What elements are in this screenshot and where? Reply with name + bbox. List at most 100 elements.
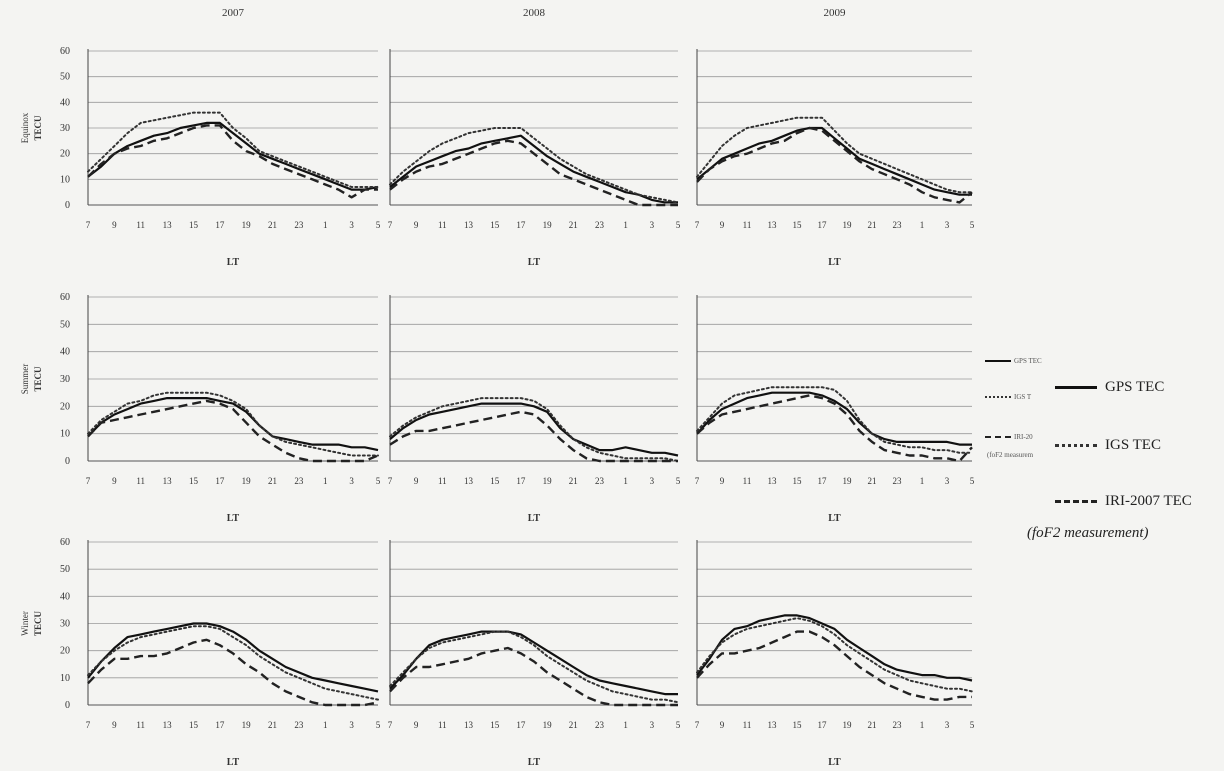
x-tick-label: 11	[136, 476, 145, 486]
row-label-winter: Winter TECU	[20, 611, 43, 637]
x-tick-label: 15	[490, 220, 500, 230]
x-tick-label: 21	[868, 220, 877, 230]
y-tick-label: 10	[60, 174, 70, 185]
x-tick-label: 17	[516, 220, 526, 230]
x-tick-label: 23	[294, 476, 304, 486]
series-line-iri-2007-tec	[389, 646, 678, 707]
x-tick-label: 11	[438, 720, 447, 730]
legend-small: GPS TEC IGS T IRI-20 (foF2 measurem	[985, 355, 1047, 485]
series-line-gps-tec	[87, 397, 379, 452]
legend-small-gps-label: GPS TEC	[1014, 357, 1042, 365]
x-tick-label: 23	[595, 476, 605, 486]
panel-equinox-2008: 7 9 11 13 15 17 19 21 23 1 3 5LT	[388, 49, 681, 268]
y-tick-label: 20	[60, 401, 70, 412]
series-line-igs-tec	[87, 111, 379, 188]
y-tick-label: 60	[60, 537, 70, 548]
series-line-igs-tec	[696, 386, 973, 454]
legend-igs-label: IGS TEC	[1105, 437, 1161, 453]
legend-big: GPS TEC IGS TEC IRI-2007 TEC (foF2 measu…	[1027, 375, 1224, 555]
year-titles: 2007 2008 2009	[222, 7, 846, 19]
y-tick-label: 50	[60, 319, 70, 330]
x-tick-label: 7	[695, 220, 700, 230]
series-line-iri-2007-tec	[87, 638, 379, 707]
x-tick-label: 13	[768, 220, 778, 230]
series-line-igs-tec	[389, 397, 679, 462]
x-tick-label: 5	[376, 720, 381, 730]
y-tick-label: 30	[60, 619, 70, 630]
y-tick-label: 60	[60, 46, 70, 57]
x-tick-label: 21	[268, 720, 277, 730]
x-tick-label: 7	[86, 476, 91, 486]
x-tick-label: 21	[268, 220, 277, 230]
x-axis-label: LT	[227, 513, 240, 524]
x-axis-label: LT	[528, 757, 541, 768]
legend-igs-swatch	[1055, 444, 1097, 447]
x-tick-label: 7	[695, 476, 700, 486]
x-tick-label: 5	[376, 476, 381, 486]
legend-small-igs-swatch	[985, 396, 1011, 398]
series-line-iri-2007-tec	[87, 124, 378, 199]
x-axis-label: LT	[227, 257, 240, 268]
legend-gps-swatch	[1055, 386, 1097, 389]
x-tick-label: 13	[464, 220, 474, 230]
x-axis-label: LT	[528, 513, 541, 524]
x-tick-label: 3	[650, 220, 655, 230]
x-tick-label: 21	[268, 476, 277, 486]
y-axis-label: TECU	[33, 366, 43, 392]
x-axis-label: LT	[227, 757, 240, 768]
x-tick-label: 15	[490, 720, 500, 730]
y-tick-label: 0	[65, 456, 70, 467]
x-tick-label: 3	[349, 476, 354, 486]
legend-iri-swatch	[1055, 500, 1097, 503]
x-tick-label: 13	[163, 220, 173, 230]
x-tick-label: 19	[242, 476, 252, 486]
legend-gps-label: GPS TEC	[1105, 379, 1165, 395]
series-line-igs-tec	[389, 127, 679, 204]
y-axis-label: TECU	[33, 115, 43, 141]
y-tick-label: 50	[60, 72, 70, 83]
x-tick-label: 21	[569, 220, 578, 230]
y-tick-label: 10	[60, 429, 70, 440]
x-tick-label: 15	[490, 476, 500, 486]
legend-small-igs-label: IGS T	[1014, 393, 1032, 401]
legend-small-item-iri: IRI-20	[985, 433, 1033, 441]
series-line-gps-tec	[389, 134, 678, 204]
panel-winter-2008: 7 9 11 13 15 17 19 21 23 1 3 5LT	[388, 540, 681, 768]
x-axis-label: LT	[828, 513, 841, 524]
x-axis-label: LT	[828, 257, 841, 268]
x-tick-label: 13	[464, 476, 474, 486]
x-tick-label: 7	[86, 720, 91, 730]
series-line-igs-tec	[696, 116, 973, 194]
season-label: Summer	[20, 364, 30, 395]
x-tick-label: 17	[516, 720, 526, 730]
x-tick-label: 23	[595, 720, 605, 730]
x-tick-label: 11	[743, 220, 752, 230]
x-tick-label: 1	[623, 220, 628, 230]
series-line-iri-2007-tec	[87, 399, 379, 463]
series-line-iri-2007-tec	[389, 410, 678, 463]
x-tick-label: 21	[569, 720, 578, 730]
year-title-2007: 2007	[222, 7, 245, 19]
x-tick-label: 1	[623, 720, 628, 730]
x-tick-label: 15	[793, 476, 803, 486]
x-tick-label: 3	[945, 720, 950, 730]
x-tick-label: 1	[323, 476, 328, 486]
x-tick-label: 9	[720, 720, 725, 730]
x-tick-label: 9	[112, 720, 117, 730]
x-tick-label: 5	[970, 476, 975, 486]
x-tick-label: 1	[920, 220, 925, 230]
x-tick-label: 9	[720, 476, 725, 486]
series-line-gps-tec	[87, 121, 379, 191]
legend-small-item-gps: GPS TEC	[985, 357, 1042, 365]
x-tick-label: 7	[86, 220, 91, 230]
series-line-gps-tec	[696, 126, 972, 196]
y-tick-label: 10	[60, 673, 70, 684]
x-tick-label: 9	[414, 476, 419, 486]
x-tick-label: 13	[163, 720, 173, 730]
x-tick-label: 19	[843, 476, 853, 486]
x-tick-label: 7	[388, 476, 393, 486]
series-line-gps-tec	[87, 622, 379, 693]
y-axis-label: TECU	[33, 611, 43, 637]
